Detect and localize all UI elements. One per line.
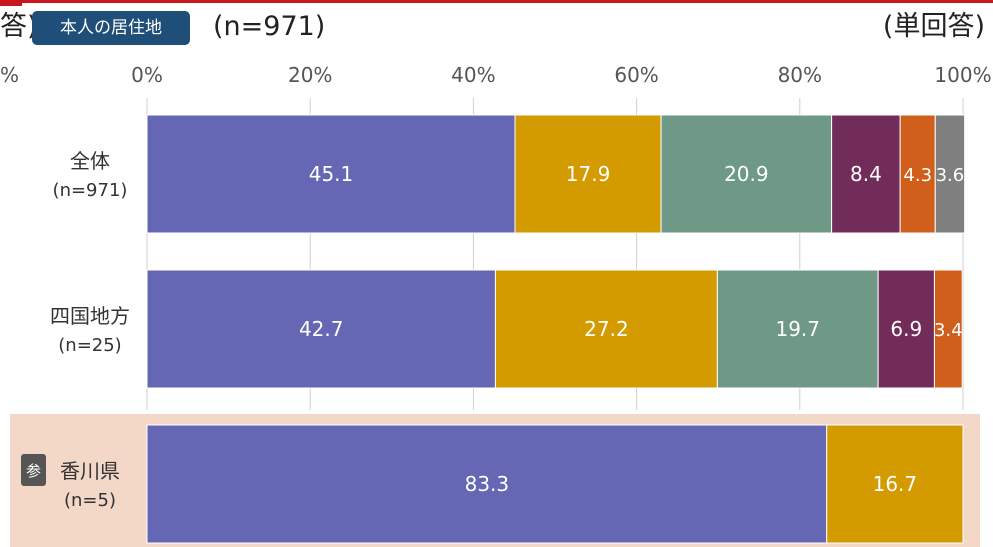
reference-badge-icon: [21, 454, 46, 486]
category-n-label: (n=5): [64, 490, 116, 511]
header-left-accent: [0, 3, 22, 6]
bar-segment: [716, 269, 879, 389]
category-label: 全体: [70, 149, 110, 173]
x-tick-label: 100%: [934, 63, 991, 87]
data-label: 17.9: [566, 162, 611, 186]
data-label: 3.6: [936, 165, 965, 186]
data-label: 3.4: [934, 320, 963, 341]
category-label: 香川県: [60, 459, 120, 483]
bar-segment: [146, 114, 516, 234]
data-label: 20.9: [724, 162, 769, 186]
bar-segment: [660, 114, 833, 234]
bar-segment: [933, 269, 963, 389]
data-label: 19.7: [775, 317, 820, 341]
x-tick-label: 20%: [288, 63, 332, 87]
header-top-rule: [0, 0, 993, 3]
data-label: 83.3: [465, 472, 510, 496]
bar-segment: [146, 269, 496, 389]
bar-segment: [826, 424, 964, 544]
category-n-label: (n=25): [58, 335, 121, 356]
x-tick-label: 60%: [614, 63, 658, 87]
reference-badge-text: 参: [26, 462, 41, 480]
bar-segment: [514, 114, 662, 234]
data-label: 6.9: [890, 317, 922, 341]
x-tick-label: 0%: [131, 63, 163, 87]
data-label: 42.7: [299, 317, 344, 341]
answer-type: (単回答): [882, 11, 985, 42]
bar-segment: [899, 114, 936, 234]
data-label: 8.4: [850, 162, 882, 186]
x-tick-label: 80%: [778, 63, 822, 87]
x-tick-label-cut: %: [0, 63, 19, 87]
bar-segment: [934, 114, 966, 234]
data-label: 45.1: [309, 162, 354, 186]
data-label: 16.7: [873, 472, 918, 496]
residence-tag: 本人の居住地: [32, 11, 190, 45]
data-label: 27.2: [584, 317, 629, 341]
header-cut-text: 答): [0, 11, 38, 42]
sample-size: (n=971): [213, 11, 326, 42]
category-label: 四国地方: [50, 304, 130, 328]
data-label: 4.3: [903, 165, 932, 186]
bar-segment: [877, 269, 935, 389]
category-n-label: (n=971): [53, 180, 128, 201]
bar-segment: [831, 114, 901, 234]
bar-segment: [494, 269, 718, 389]
x-tick-label: 40%: [451, 63, 495, 87]
